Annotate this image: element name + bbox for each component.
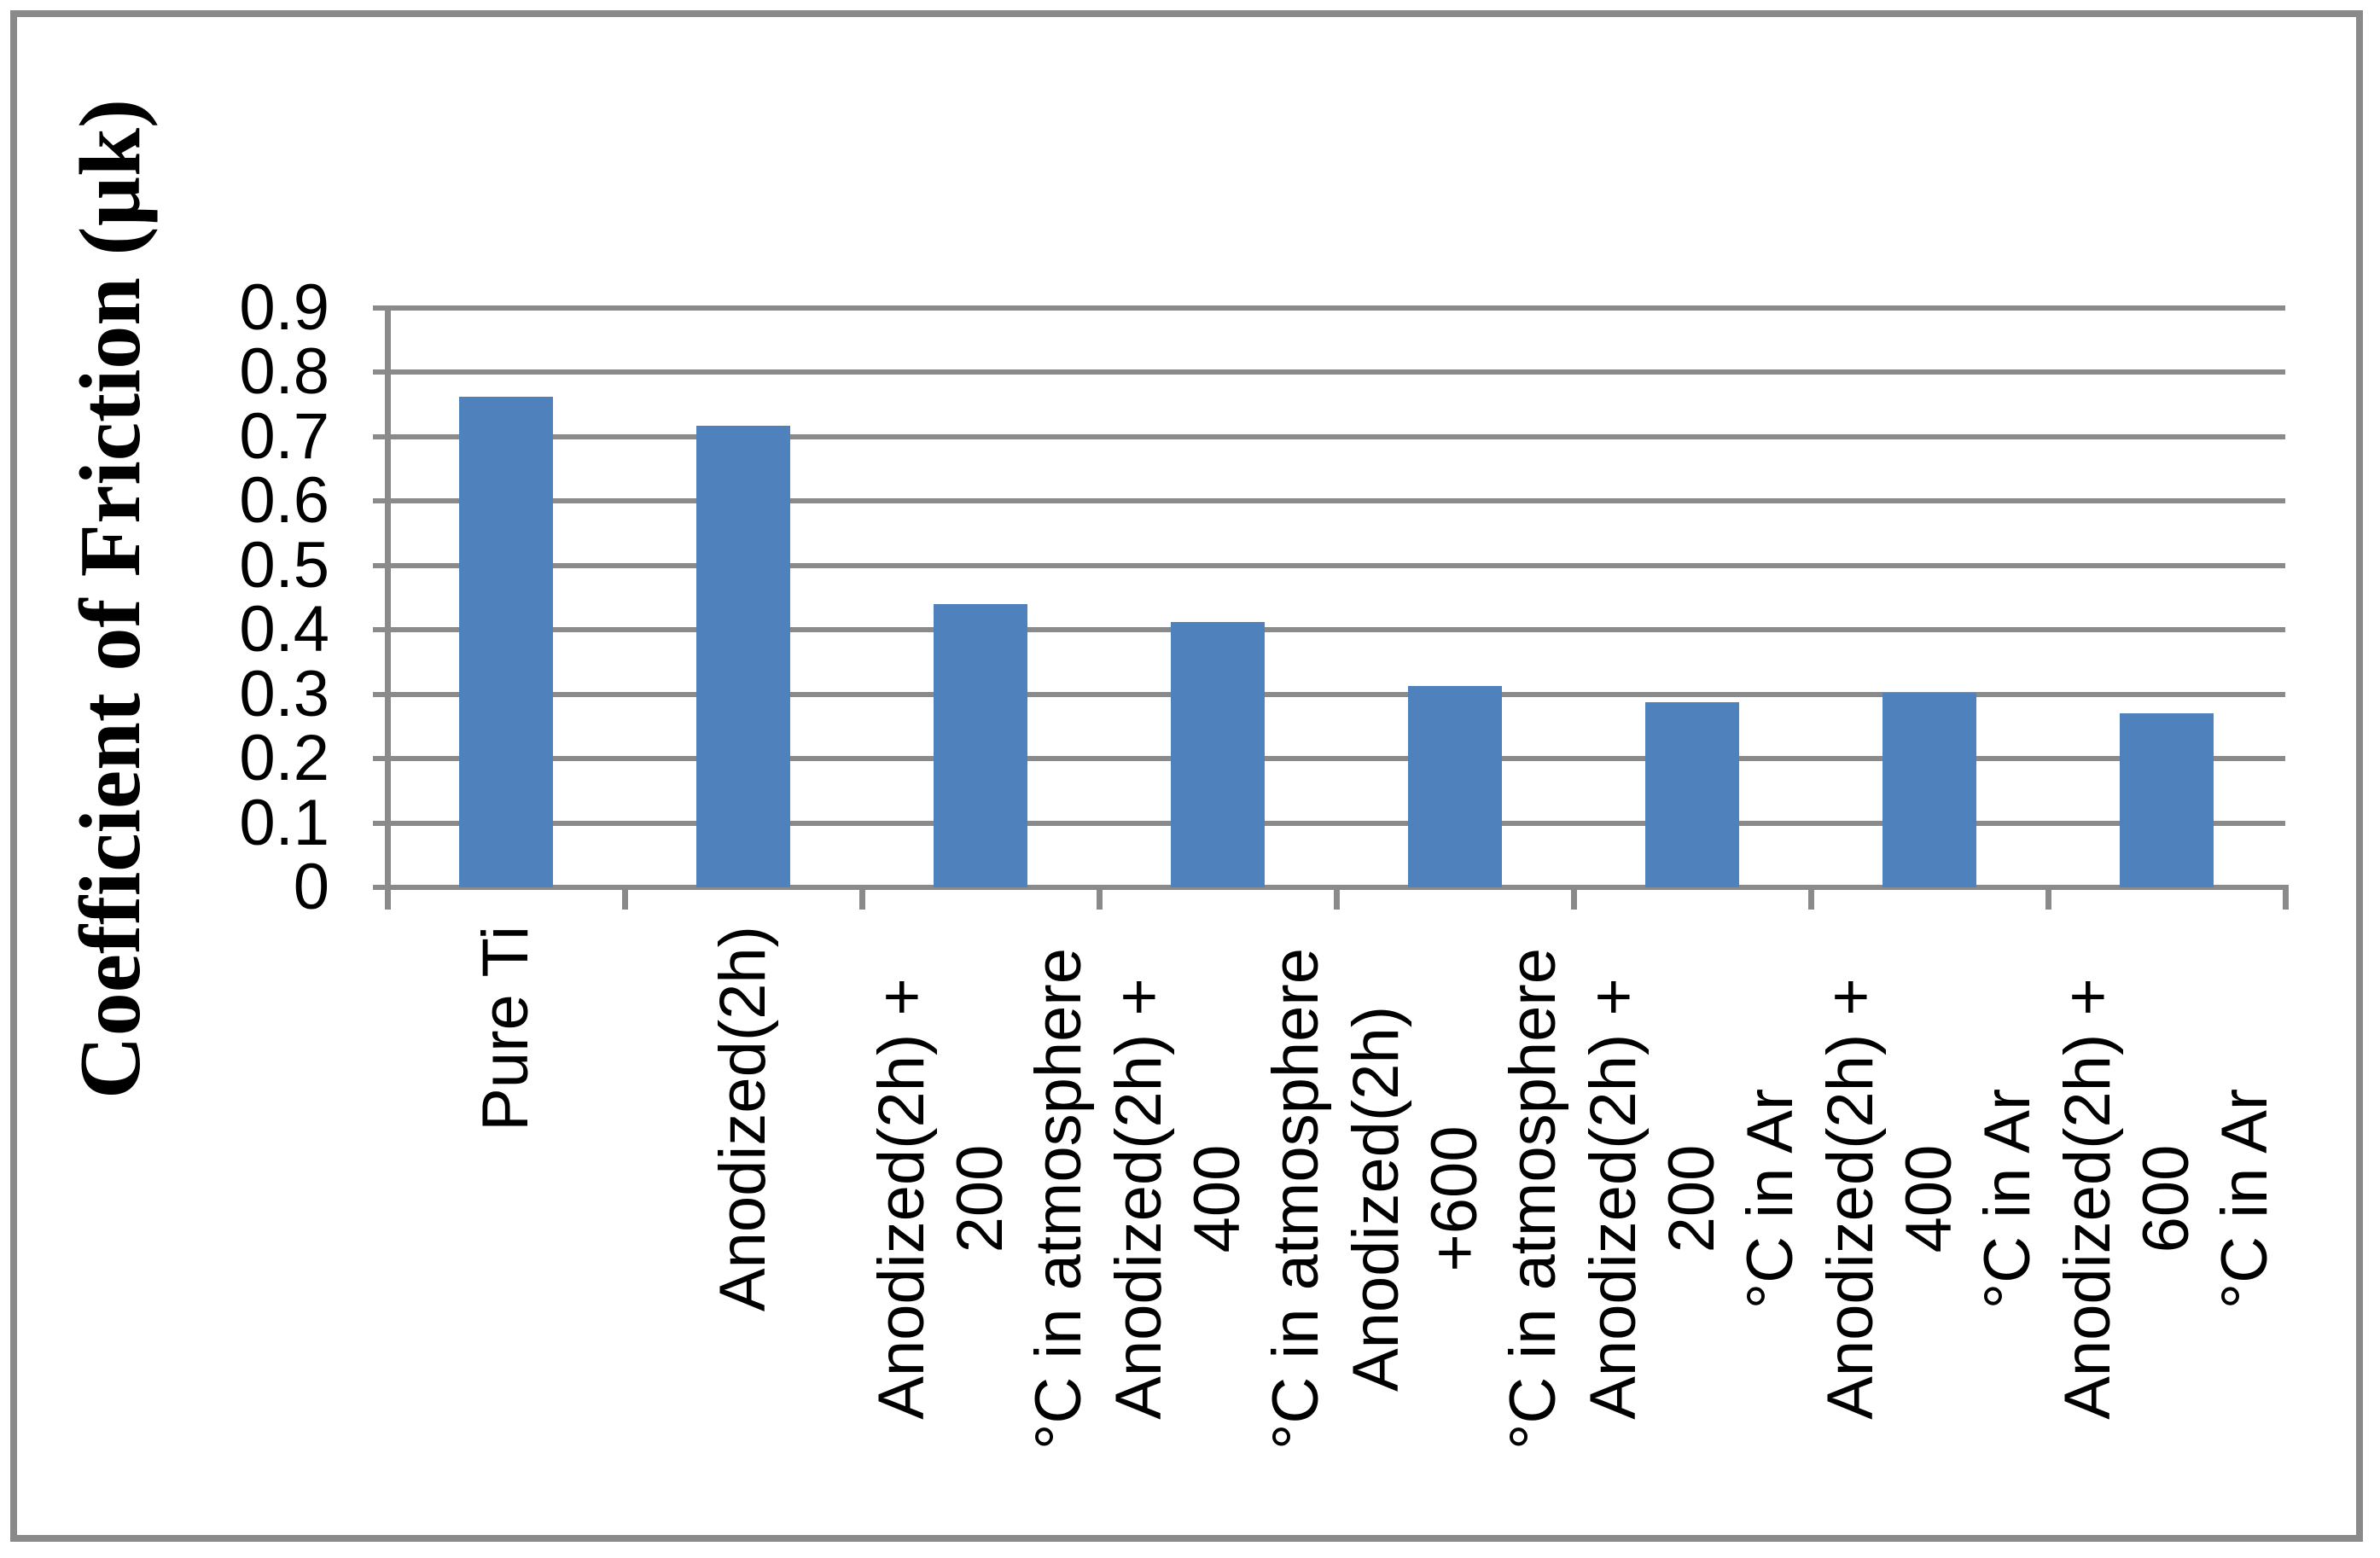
category-label-text: Anodized(2h) + 600 °C in Ar bbox=[2051, 978, 2281, 1420]
gridline bbox=[373, 627, 2285, 632]
bar bbox=[696, 426, 790, 887]
y-tick-label: 0.8 bbox=[239, 335, 329, 408]
gridline bbox=[373, 498, 2285, 503]
x-axis-line bbox=[373, 885, 2285, 890]
gridline bbox=[373, 433, 2285, 439]
bar bbox=[1171, 621, 1265, 887]
category-label-text: Anodized(2h) +600 °C in atmosphere bbox=[1340, 948, 1569, 1450]
gridline bbox=[373, 820, 2285, 826]
category-tick bbox=[1808, 885, 1814, 910]
bar bbox=[1408, 686, 1502, 887]
category-tick bbox=[859, 885, 865, 910]
category-tick bbox=[1571, 885, 1577, 910]
category-label-text: Anodized(2h) bbox=[707, 926, 779, 1312]
y-tick-label: 0.4 bbox=[239, 593, 329, 666]
bar bbox=[934, 603, 1027, 887]
bar bbox=[459, 396, 553, 887]
gridline bbox=[373, 562, 2285, 568]
y-tick-label: 0.5 bbox=[239, 528, 329, 602]
category-tick bbox=[1334, 885, 1340, 910]
gridline bbox=[373, 691, 2285, 697]
bar bbox=[2120, 713, 2214, 887]
category-label: Anodized(2h) + 200 °C in Ar bbox=[1577, 926, 1807, 1472]
category-tick bbox=[2045, 885, 2051, 910]
category-label: Anodized(2h) + 200 °C in atmosphere bbox=[865, 926, 1095, 1472]
y-tick-label: 0.6 bbox=[239, 464, 329, 537]
category-label-text: Anodized(2h) + 400 °C in atmosphere bbox=[1103, 948, 1332, 1450]
category-label: Anodized(2h) + 400 °C in atmosphere bbox=[1103, 926, 1332, 1472]
y-tick-label: 0.9 bbox=[239, 270, 329, 344]
category-label-text: Anodized(2h) + 400 °C in Ar bbox=[1814, 978, 2044, 1420]
category-label-text: Anodized(2h) + 200 °C in Ar bbox=[1577, 978, 1807, 1420]
y-tick-label: 0.7 bbox=[239, 399, 329, 473]
category-label: Anodized(2h) + 600 °C in Ar bbox=[2051, 926, 2281, 1472]
category-tick bbox=[385, 885, 391, 910]
y-tick-label: 0.3 bbox=[239, 657, 329, 730]
category-label: Anodized(2h) +600 °C in atmosphere bbox=[1340, 926, 1569, 1472]
category-label: Anodized(2h) + 400 °C in Ar bbox=[1814, 926, 2044, 1472]
gridline bbox=[373, 756, 2285, 761]
category-label-text: Anodized(2h) + 200 °C in atmosphere bbox=[865, 948, 1095, 1450]
gridline bbox=[373, 305, 2285, 311]
gridline bbox=[373, 369, 2285, 375]
y-tick-label: 0 bbox=[293, 851, 329, 923]
category-label: Anodized(2h) bbox=[658, 926, 829, 1472]
bar bbox=[1882, 692, 1976, 887]
category-label-text: Pure Ti bbox=[469, 926, 542, 1131]
category-tick bbox=[2283, 885, 2289, 910]
y-axis-line bbox=[385, 305, 391, 910]
y-tick-label: 0.1 bbox=[239, 786, 329, 859]
category-tick bbox=[622, 885, 628, 910]
chart-border-frame bbox=[10, 10, 2363, 1542]
y-tick-label: 0.2 bbox=[239, 722, 329, 794]
category-label: Pure Ti bbox=[421, 926, 591, 1472]
bar bbox=[1645, 702, 1739, 887]
category-tick bbox=[1097, 885, 1103, 910]
